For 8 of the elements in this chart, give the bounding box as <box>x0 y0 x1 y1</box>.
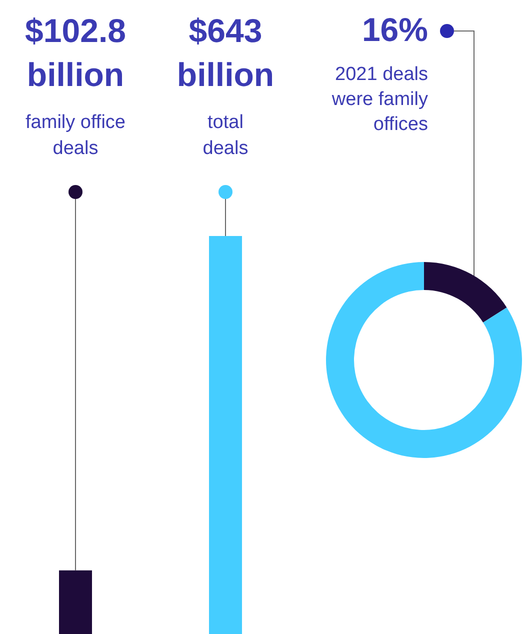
x-tick-label: family office deals <box>26 112 126 159</box>
donut-slice <box>326 262 522 458</box>
data-label: $643 billion <box>176 12 274 93</box>
data-label: $102.8 billion <box>25 12 126 93</box>
data-label: 16% <box>362 11 428 48</box>
slice-label: 2021 deals were family offices <box>330 63 428 137</box>
x-tick-label: total deals <box>202 112 248 159</box>
donut-slice <box>424 262 507 322</box>
